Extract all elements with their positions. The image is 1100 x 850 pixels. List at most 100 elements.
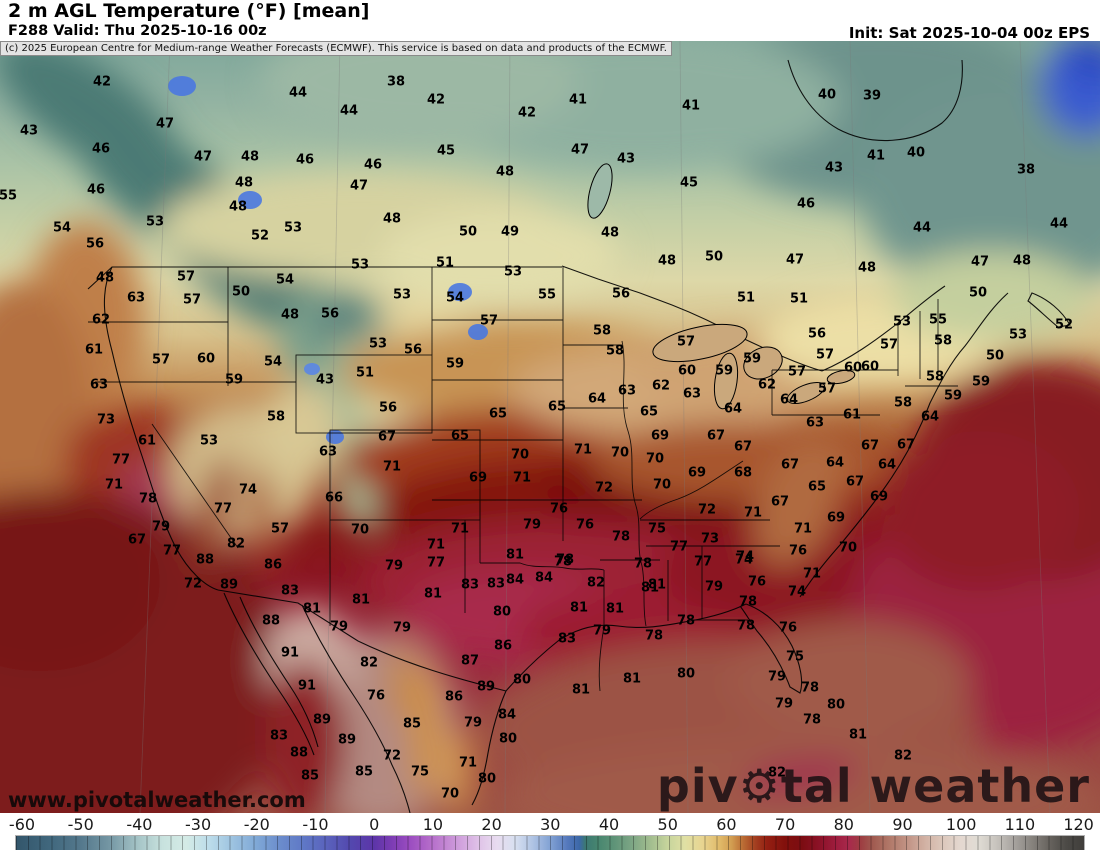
temp-value-label: 89 xyxy=(219,577,239,593)
temp-value-label: 74 xyxy=(735,549,755,565)
valid-time-label: F288 Valid: Thu 2025-10-16 00z xyxy=(8,23,267,39)
temp-value-label: 58 xyxy=(605,343,625,359)
temp-value-label: 57 xyxy=(182,292,202,308)
temp-value-label: 81 xyxy=(505,547,525,563)
copyright-notice: (c) 2025 European Centre for Medium-rang… xyxy=(0,41,672,56)
temp-value-label: 57 xyxy=(815,347,835,363)
temp-value-label: 72 xyxy=(697,502,717,518)
temp-value-label: 83 xyxy=(280,583,300,599)
temp-value-label: 57 xyxy=(787,364,807,380)
temp-value-label: 79 xyxy=(522,517,542,533)
logo-text-left: piv xyxy=(656,759,739,813)
temp-value-label: 50 xyxy=(985,348,1005,364)
temp-value-label: 76 xyxy=(778,620,798,636)
temp-value-label: 53 xyxy=(145,214,165,230)
colorbar-tick-label: 120 xyxy=(1063,815,1094,834)
temp-value-label: 50 xyxy=(458,224,478,240)
temp-value-label: 43 xyxy=(19,123,39,139)
colorbar-tick-label: -30 xyxy=(185,815,212,834)
temp-value-label: 74 xyxy=(734,552,754,568)
temp-value-label: 89 xyxy=(337,732,357,748)
temp-value-label: 42 xyxy=(517,105,537,121)
temp-value-label: 81 xyxy=(622,671,642,687)
temp-value-label: 85 xyxy=(300,768,320,784)
temp-value-label: 86 xyxy=(263,557,283,573)
temp-value-label: 46 xyxy=(295,152,315,168)
temp-value-label: 85 xyxy=(354,764,374,780)
temp-value-label: 65 xyxy=(547,399,567,415)
temp-value-label: 78 xyxy=(611,529,631,545)
temp-value-label: 78 xyxy=(644,628,664,644)
colorbar-tick-label: 100 xyxy=(945,815,977,834)
temp-value-label: 76 xyxy=(366,688,386,704)
colorbar-tick-label: 60 xyxy=(716,815,737,834)
temp-value-label: 70 xyxy=(350,522,370,538)
temp-value-label: 65 xyxy=(807,479,827,495)
temp-value-label: 84 xyxy=(534,570,554,586)
colorbar-tick-label: 90 xyxy=(892,815,913,834)
map-canvas[interactable]: 42 38 44 40 39 42 41 41 44 42 47 43 46 47 45 40 41 47 48 43… xyxy=(0,41,1100,813)
temp-value-label: 91 xyxy=(297,678,317,694)
temp-value-label: 46 xyxy=(86,182,106,198)
temp-value-label: 78 xyxy=(738,594,758,610)
temp-value-label: 77 xyxy=(213,501,233,517)
temp-value-label: 47 xyxy=(970,254,990,270)
temp-value-label: 73 xyxy=(700,531,720,547)
temp-value-label: 61 xyxy=(137,433,157,449)
temp-value-label: 67 xyxy=(780,457,800,473)
temp-value-label: 64 xyxy=(779,392,799,408)
temp-value-label: 51 xyxy=(736,290,756,306)
colorbar-tick-label: 10 xyxy=(422,815,444,834)
temp-value-label: 80 xyxy=(492,604,512,620)
temp-value-label: 43 xyxy=(616,151,636,167)
temp-value-label: 59 xyxy=(445,356,465,372)
colorbar-footer: -60 -50 -40 -30 -20 -10 0 10 20 30 40 50 60 70 80 90 100… xyxy=(0,813,1100,850)
temp-value-label: 69 xyxy=(826,510,846,526)
temp-value-label: 82 xyxy=(586,575,606,591)
temp-value-label: 42 xyxy=(426,92,446,108)
temp-value-label: 81 xyxy=(571,682,591,698)
colorbar-tick-label: 20 xyxy=(481,815,502,834)
temp-value-label: 57 xyxy=(479,313,499,329)
temp-value-label: 41 xyxy=(866,148,886,164)
temp-value-label: 71 xyxy=(382,459,402,475)
temp-value-label: 79 xyxy=(592,623,612,639)
temp-value-label: 47 xyxy=(570,142,590,158)
colorbar-tick-label: 40 xyxy=(598,815,620,834)
temp-value-label: 81 xyxy=(569,600,589,616)
temp-value-label: 44 xyxy=(339,103,359,119)
temp-value-label: 46 xyxy=(363,157,383,173)
temp-value-label: 77 xyxy=(693,554,713,570)
temp-value-label: 77 xyxy=(426,555,446,571)
temp-value-label: 48 xyxy=(382,211,402,227)
temperature-field xyxy=(0,41,1100,813)
temp-value-label: 59 xyxy=(742,351,762,367)
temp-value-label: 80 xyxy=(826,697,846,713)
temp-value-label: 53 xyxy=(503,264,523,280)
temp-value-label: 70 xyxy=(610,445,630,461)
temp-value-label: 82 xyxy=(359,655,379,671)
temp-value-label: 57 xyxy=(176,269,196,285)
temp-value-label: 75 xyxy=(410,764,430,780)
temp-value-label: 50 xyxy=(231,284,251,300)
temp-value-label: 46 xyxy=(91,141,111,157)
temp-value-label: 80 xyxy=(498,731,518,747)
colorbar-tick-label: -60 xyxy=(8,815,36,834)
colorbar-tick-label: -10 xyxy=(302,815,329,834)
temp-value-label: 56 xyxy=(807,326,827,342)
temp-value-label: 76 xyxy=(747,574,767,590)
temp-value-label: 71 xyxy=(802,566,822,582)
temp-value-label: 48 xyxy=(280,307,300,323)
temp-value-label: 62 xyxy=(651,378,671,394)
temp-value-label: 50 xyxy=(968,285,988,301)
temp-value-label: 57 xyxy=(270,521,290,537)
temp-value-label: 77 xyxy=(111,452,131,468)
temp-value-label: 72 xyxy=(183,576,203,592)
temp-value-label: 67 xyxy=(770,494,790,510)
temp-value-label: 64 xyxy=(877,457,897,473)
temp-value-label: 65 xyxy=(488,406,508,422)
temp-value-label: 65 xyxy=(450,428,470,444)
colorbar-tick-label: 70 xyxy=(774,815,796,834)
temp-value-label: 67 xyxy=(706,428,726,444)
